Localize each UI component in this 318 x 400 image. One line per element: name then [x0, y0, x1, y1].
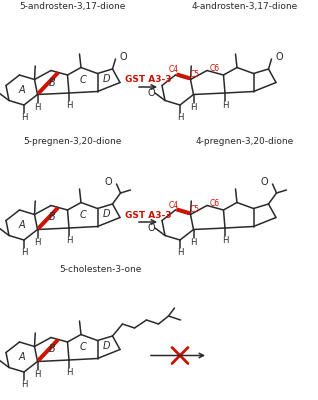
Text: H: H	[66, 236, 72, 245]
Text: O: O	[120, 52, 127, 62]
Text: H: H	[190, 238, 197, 247]
Text: GST A3-3: GST A3-3	[125, 210, 171, 220]
Text: H: H	[177, 248, 183, 257]
Text: 4-androsten-3,17-dione: 4-androsten-3,17-dione	[192, 2, 298, 12]
Text: C6: C6	[210, 64, 220, 73]
Text: C: C	[79, 210, 86, 220]
Text: C5: C5	[190, 70, 200, 79]
Text: C6: C6	[210, 199, 220, 208]
Text: C4: C4	[169, 66, 179, 74]
Text: B: B	[49, 212, 55, 222]
Text: H: H	[21, 113, 27, 122]
Text: D: D	[103, 209, 111, 219]
Text: A: A	[18, 352, 25, 362]
Text: GST A3-3: GST A3-3	[125, 76, 171, 84]
Text: H: H	[66, 368, 72, 377]
Text: O: O	[147, 223, 155, 233]
Text: 5-pregnen-3,20-dione: 5-pregnen-3,20-dione	[23, 138, 121, 146]
Text: 5-androsten-3,17-dione: 5-androsten-3,17-dione	[19, 2, 125, 12]
Text: H: H	[222, 236, 228, 245]
Text: H: H	[34, 103, 41, 112]
Text: O: O	[147, 88, 155, 98]
Text: 5-cholesten-3-one: 5-cholesten-3-one	[59, 266, 141, 274]
Text: A: A	[18, 85, 25, 95]
Text: H: H	[66, 101, 72, 110]
Text: C: C	[79, 75, 86, 85]
Text: B: B	[49, 78, 55, 88]
Text: O: O	[261, 177, 268, 187]
Text: D: D	[103, 74, 111, 84]
Text: H: H	[34, 370, 41, 379]
Text: B: B	[49, 344, 55, 354]
Text: H: H	[21, 380, 27, 389]
Text: C: C	[79, 342, 86, 352]
Text: H: H	[190, 103, 197, 112]
Text: H: H	[177, 113, 183, 122]
Text: H: H	[21, 248, 27, 257]
Text: C5: C5	[190, 205, 200, 214]
Text: D: D	[103, 341, 111, 351]
Text: 4-pregnen-3,20-dione: 4-pregnen-3,20-dione	[196, 138, 294, 146]
Text: H: H	[34, 238, 41, 247]
Text: H: H	[222, 101, 228, 110]
Text: O: O	[105, 177, 113, 187]
Text: C4: C4	[169, 200, 179, 210]
Text: A: A	[18, 220, 25, 230]
Text: O: O	[275, 52, 283, 62]
